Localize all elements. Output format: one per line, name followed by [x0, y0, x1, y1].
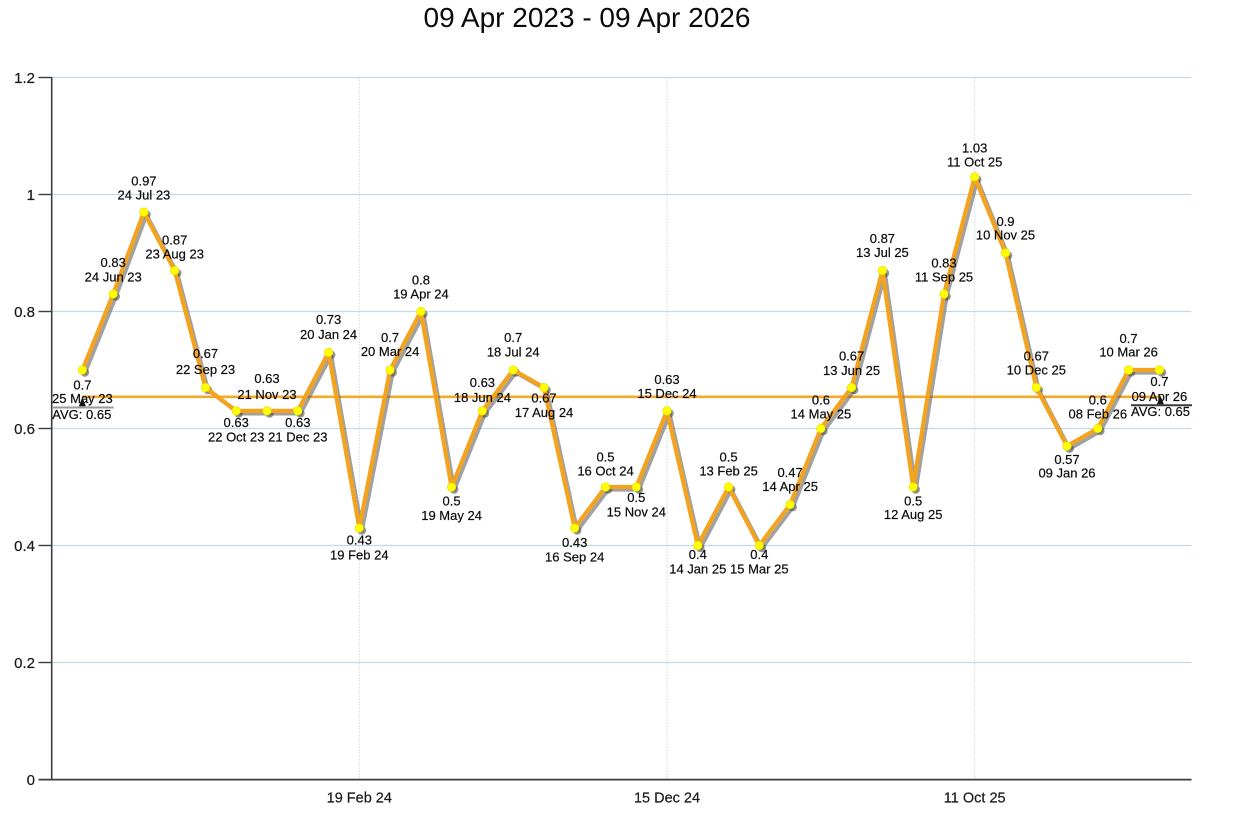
svg-text:0.8: 0.8 [14, 304, 35, 321]
svg-text:0.2: 0.2 [14, 655, 35, 672]
svg-text:22 Oct 23: 22 Oct 23 [208, 429, 264, 444]
svg-text:0.67: 0.67 [193, 346, 218, 361]
svg-text:0.87: 0.87 [870, 231, 895, 246]
svg-text:18 Jun 24: 18 Jun 24 [454, 390, 511, 405]
svg-text:0.7: 0.7 [504, 330, 522, 345]
svg-text:0.8: 0.8 [412, 273, 430, 288]
svg-text:18 Jul 24: 18 Jul 24 [487, 345, 540, 360]
svg-text:0.4: 0.4 [14, 538, 35, 555]
svg-text:24 Jun 23: 24 Jun 23 [85, 269, 142, 284]
svg-text:17 Aug 24: 17 Aug 24 [515, 405, 574, 420]
svg-text:16 Sep 24: 16 Sep 24 [545, 550, 604, 565]
svg-text:11 Oct 25: 11 Oct 25 [944, 791, 1006, 807]
svg-text:13 Jun 25: 13 Jun 25 [823, 363, 880, 378]
svg-text:0.4: 0.4 [689, 547, 707, 562]
svg-text:11 Oct 25: 11 Oct 25 [947, 154, 1002, 169]
svg-text:0.63: 0.63 [654, 372, 679, 387]
svg-text:10 Dec 25: 10 Dec 25 [1007, 362, 1066, 377]
svg-text:09 Apr 2023 - 09 Apr 2026: 09 Apr 2023 - 09 Apr 2026 [424, 2, 751, 33]
svg-text:0.6: 0.6 [1089, 393, 1107, 408]
svg-text:0.9: 0.9 [996, 214, 1014, 229]
svg-text:0.7: 0.7 [1120, 331, 1138, 346]
svg-text:1: 1 [27, 187, 35, 204]
svg-text:15 Nov 24: 15 Nov 24 [607, 504, 666, 519]
svg-text:0.43: 0.43 [347, 533, 372, 548]
svg-text:0.97: 0.97 [131, 174, 156, 189]
svg-text:0.5: 0.5 [627, 490, 645, 505]
svg-text:0.67: 0.67 [531, 390, 556, 405]
svg-text:0.43: 0.43 [562, 535, 587, 550]
svg-text:0.67: 0.67 [839, 349, 864, 364]
svg-text:AVG: 0.65: AVG: 0.65 [52, 407, 111, 422]
svg-text:11 Sep 25: 11 Sep 25 [915, 270, 973, 285]
svg-text:0.83: 0.83 [101, 255, 126, 270]
svg-text:0.5: 0.5 [904, 493, 922, 508]
svg-text:1.03: 1.03 [962, 141, 987, 156]
svg-text:15 Dec 24: 15 Dec 24 [634, 791, 700, 807]
svg-text:09 Jan 26: 09 Jan 26 [1038, 466, 1095, 481]
svg-text:10 Nov 25: 10 Nov 25 [976, 228, 1035, 243]
svg-text:0.6: 0.6 [14, 421, 35, 438]
svg-text:0: 0 [27, 772, 35, 789]
svg-text:0.4: 0.4 [750, 547, 768, 562]
svg-text:0.57: 0.57 [1054, 452, 1079, 467]
svg-text:09 Apr 26: 09 Apr 26 [1132, 389, 1188, 404]
svg-text:0.47: 0.47 [777, 465, 802, 480]
svg-text:15 Mar 25: 15 Mar 25 [730, 562, 789, 577]
svg-text:10 Mar 26: 10 Mar 26 [1099, 345, 1158, 360]
svg-text:14 May 25: 14 May 25 [791, 406, 852, 421]
svg-text:0.7: 0.7 [1150, 374, 1168, 389]
svg-text:15 Dec 24: 15 Dec 24 [637, 386, 696, 401]
svg-text:0.5: 0.5 [443, 493, 461, 508]
svg-text:19 Apr 24: 19 Apr 24 [393, 287, 449, 302]
svg-text:0.5: 0.5 [596, 450, 614, 465]
svg-text:0.6: 0.6 [812, 393, 830, 408]
svg-text:0.73: 0.73 [316, 312, 341, 327]
svg-text:0.7: 0.7 [73, 377, 91, 392]
svg-text:14 Jan 25: 14 Jan 25 [669, 562, 726, 577]
svg-text:19 Feb 24: 19 Feb 24 [330, 547, 389, 562]
svg-text:0.7: 0.7 [381, 330, 399, 345]
svg-text:1.2: 1.2 [14, 70, 35, 87]
svg-text:0.87: 0.87 [162, 233, 187, 248]
svg-text:20 Jan 24: 20 Jan 24 [300, 327, 357, 342]
svg-text:19 Feb 24: 19 Feb 24 [327, 791, 392, 807]
svg-text:0.63: 0.63 [254, 371, 279, 386]
svg-text:0.63: 0.63 [224, 415, 249, 430]
svg-text:0.83: 0.83 [931, 256, 956, 271]
svg-text:22 Sep 23: 22 Sep 23 [176, 362, 235, 377]
svg-text:19 May 24: 19 May 24 [421, 508, 482, 523]
svg-text:23 Aug 23: 23 Aug 23 [145, 247, 204, 262]
svg-text:24 Jul 23: 24 Jul 23 [118, 188, 171, 203]
svg-text:AVG: 0.65: AVG: 0.65 [1131, 404, 1190, 419]
svg-text:0.63: 0.63 [285, 415, 310, 430]
svg-text:13 Jul 25: 13 Jul 25 [856, 245, 909, 260]
svg-text:16 Oct 24: 16 Oct 24 [577, 464, 633, 479]
svg-text:0.67: 0.67 [1024, 349, 1049, 364]
svg-text:0.5: 0.5 [720, 450, 738, 465]
svg-text:21 Dec 23: 21 Dec 23 [268, 429, 327, 444]
svg-text:20 Mar 24: 20 Mar 24 [361, 344, 420, 359]
svg-text:14 Apr 25: 14 Apr 25 [762, 479, 818, 494]
svg-text:13 Feb 25: 13 Feb 25 [699, 464, 758, 479]
svg-text:12 Aug 25: 12 Aug 25 [884, 507, 943, 522]
svg-text:0.63: 0.63 [470, 375, 495, 390]
svg-text:08 Feb 26: 08 Feb 26 [1069, 406, 1128, 421]
svg-text:21 Nov 23: 21 Nov 23 [237, 387, 296, 402]
